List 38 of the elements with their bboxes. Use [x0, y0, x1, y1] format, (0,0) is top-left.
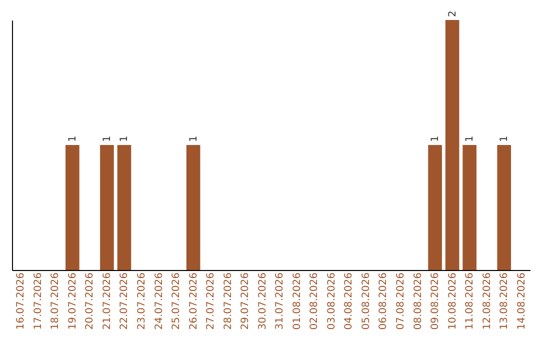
x-tick-label: 10.08.2026 [447, 272, 458, 330]
x-tick-label: 24.07.2026 [154, 272, 165, 330]
data-label: 1 [188, 136, 200, 142]
x-tick-label: 05.08.2026 [360, 272, 372, 330]
x-tick-label: 14.08.2026 [516, 272, 528, 330]
x-tick-label: 03.08.2026 [326, 272, 338, 330]
x-tick-label: 22.07.2026 [119, 272, 130, 330]
x-tick-label: 12.08.2026 [482, 272, 493, 330]
x-tick-label: 26.07.2026 [188, 272, 200, 330]
data-label: 1 [102, 136, 113, 142]
x-tick-label: 11.08.2026 [464, 272, 476, 330]
data-label: 1 [499, 136, 510, 142]
x-tick-label: 02.08.2026 [309, 272, 320, 330]
x-tick-label: 13.08.2026 [499, 272, 510, 330]
x-tick-label: 19.07.2026 [67, 272, 78, 330]
x-tick-label: 08.08.2026 [412, 272, 424, 330]
x-tick-label: 20.07.2026 [84, 272, 96, 330]
x-tick-label: 09.08.2026 [430, 272, 442, 330]
data-label: 1 [464, 136, 476, 142]
x-tick-label: 06.08.2026 [378, 272, 390, 330]
x-tick-label: 04.08.2026 [344, 272, 355, 330]
x-tick-label: 16.07.2026 [16, 272, 27, 330]
x-tick-label: 21.07.2026 [102, 272, 113, 330]
data-label: 1 [430, 136, 442, 142]
data-label: 1 [67, 136, 78, 142]
x-tick-label: 23.07.2026 [136, 272, 148, 330]
x-tick-label: 27.07.2026 [206, 272, 217, 330]
x-tick-label: 17.07.2026 [32, 272, 44, 330]
x-tick-label: 07.08.2026 [396, 272, 406, 330]
data-label: 2 [447, 10, 458, 17]
x-tick-label: 30.07.2026 [257, 272, 268, 330]
x-tick-label: 28.07.2026 [222, 272, 234, 330]
x-tick-label: 25.07.2026 [171, 272, 182, 330]
x-tick-label: 31.07.2026 [274, 272, 286, 330]
data-label: 1 [119, 136, 130, 142]
x-tick-label: 18.07.2026 [50, 272, 62, 330]
x-tick-label: 29.07.2026 [240, 272, 252, 330]
x-tick-label: 01.08.2026 [292, 272, 303, 330]
